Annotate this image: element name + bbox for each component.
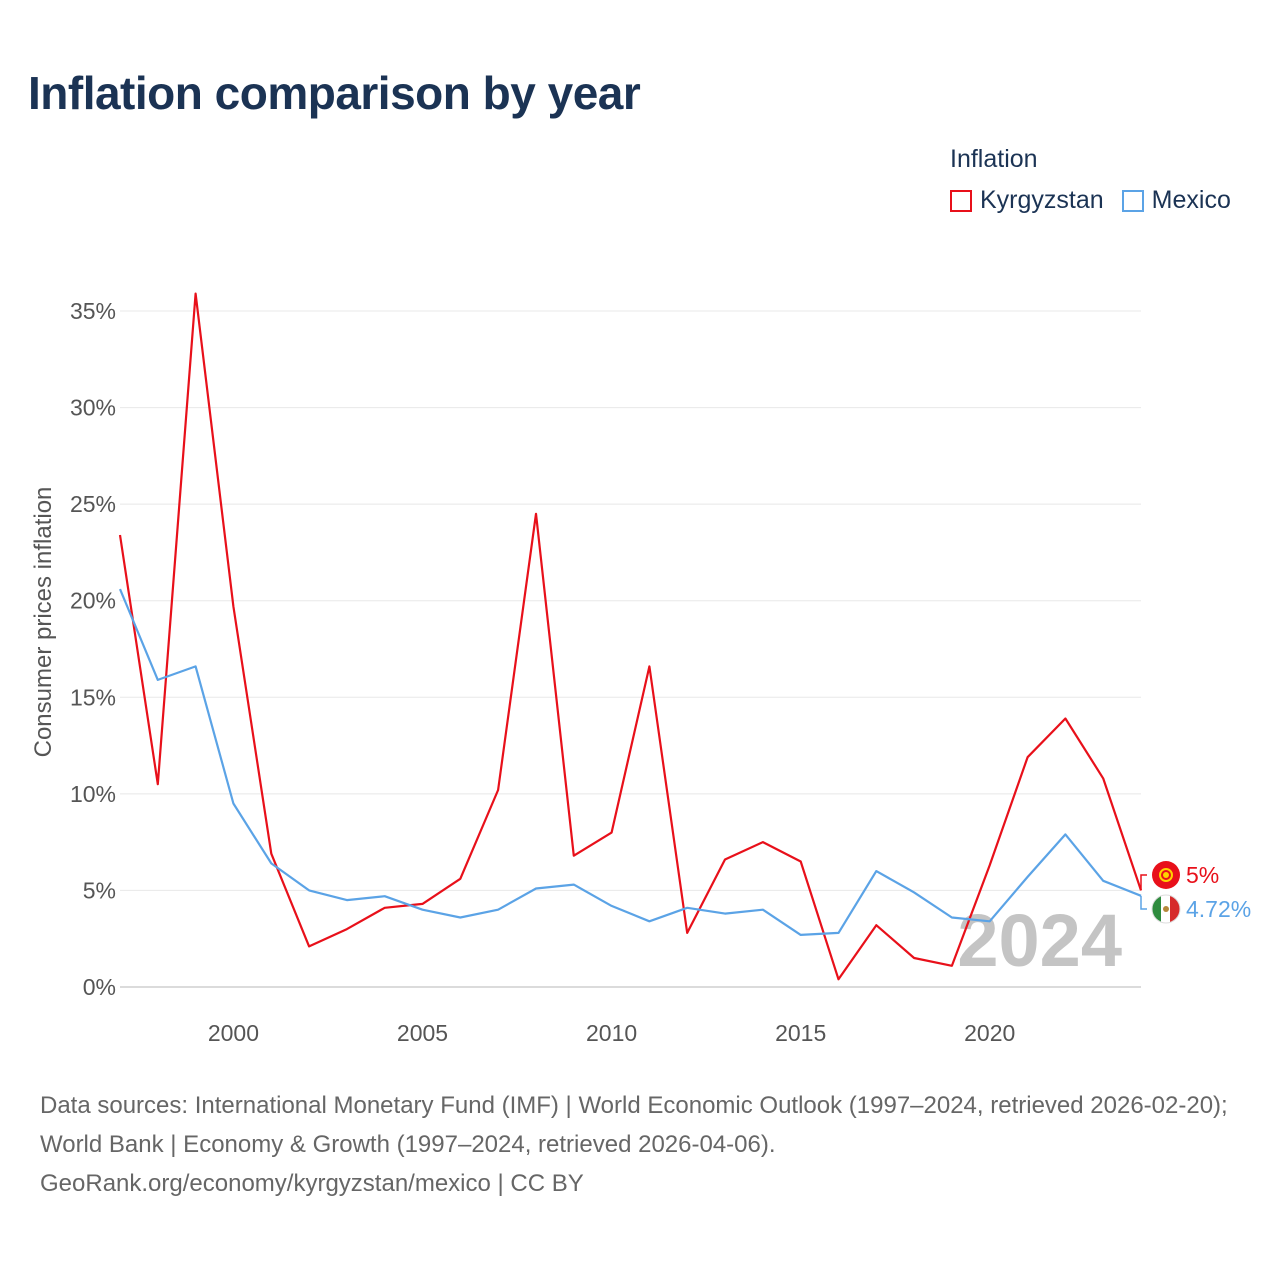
y-tick-label: 10% bbox=[70, 781, 116, 807]
y-tick-label: 0% bbox=[83, 974, 116, 1000]
y-axis-title: Consumer prices inflation bbox=[30, 487, 57, 758]
kyrgyzstan-end-value: 5% bbox=[1186, 862, 1219, 888]
y-tick-label: 25% bbox=[70, 491, 116, 517]
chart-title: Inflation comparison by year bbox=[28, 67, 641, 119]
mexico-flag-red-band bbox=[1170, 895, 1180, 923]
mexico-flag-outline bbox=[1151, 894, 1181, 924]
year-watermark: 2024 bbox=[957, 899, 1122, 982]
y-tick-label: 15% bbox=[70, 684, 116, 710]
legend: Kyrgyzstan Mexico bbox=[950, 186, 1231, 215]
series-line-mexico bbox=[118, 588, 1142, 937]
legend-item-kyrgyzstan[interactable]: Kyrgyzstan bbox=[950, 186, 1104, 215]
sources-line-1: Data sources: International Monetary Fun… bbox=[40, 1092, 1228, 1158]
kyrgyzstan-flag-sun bbox=[1159, 868, 1173, 882]
mexico-end-value: 4.72% bbox=[1186, 896, 1251, 922]
kyrgyzstan-label-connector bbox=[1140, 874, 1147, 891]
y-tick-label: 30% bbox=[70, 395, 116, 421]
legend-item-mexico[interactable]: Mexico bbox=[1121, 186, 1231, 215]
x-tick-label: 2020 bbox=[964, 1020, 1015, 1046]
x-tick-label: 2015 bbox=[775, 1020, 826, 1046]
mexico-label-connector bbox=[1140, 895, 1147, 910]
legend-title: Inflation bbox=[950, 145, 1038, 173]
y-tick-label: 20% bbox=[70, 588, 116, 614]
x-tick-label: 2005 bbox=[397, 1020, 448, 1046]
sources-line-2[interactable]: GeoRank.org/economy/kyrgyzstan/mexico | … bbox=[40, 1170, 584, 1197]
x-tick-label: 2000 bbox=[208, 1020, 259, 1046]
y-tick-label: 5% bbox=[83, 877, 116, 903]
kyrgyzstan-flag-sun-center bbox=[1163, 872, 1169, 878]
legend-label-kyrgyzstan: Kyrgyzstan bbox=[980, 186, 1104, 214]
legend-swatch-kyrgyzstan bbox=[950, 189, 972, 212]
series-line-kyrgyzstan bbox=[118, 292, 1143, 981]
y-tick-label: 35% bbox=[70, 298, 116, 324]
mexico-flag-emblem bbox=[1163, 906, 1169, 912]
mexico-flag-icon bbox=[1152, 895, 1162, 923]
legend-swatch-mexico bbox=[1121, 189, 1144, 212]
legend-label-mexico: Mexico bbox=[1151, 186, 1231, 214]
x-tick-label: 2010 bbox=[586, 1020, 637, 1046]
data-sources: Data sources: International Monetary Fun… bbox=[40, 1086, 1250, 1203]
